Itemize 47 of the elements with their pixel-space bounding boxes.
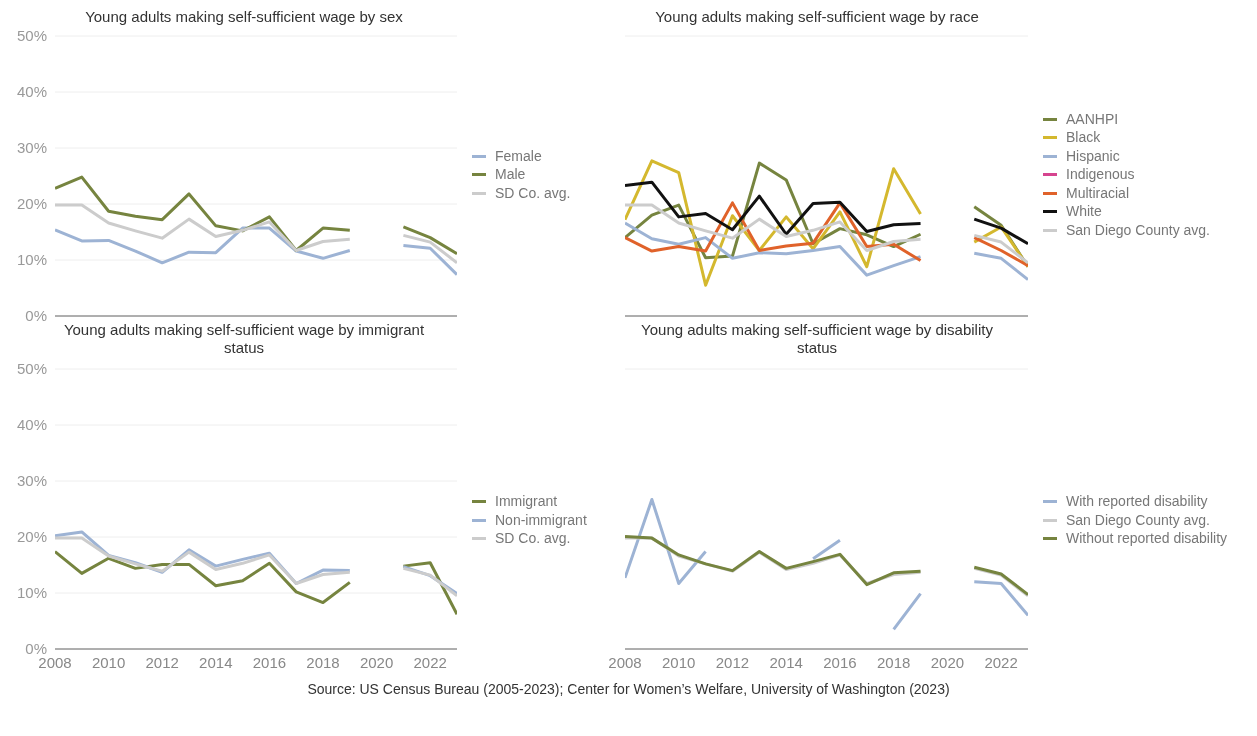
x-tick-label: 2022 [984, 653, 1018, 671]
x-tick-label: 2010 [662, 653, 696, 671]
x-tick-label: 2012 [715, 653, 750, 671]
x-tick-label: 2020 [930, 653, 965, 671]
y-tick-label: 50% [16, 360, 47, 378]
legend-label: Indigenous [1066, 165, 1135, 184]
legend-label: Non-immigrant [495, 510, 587, 530]
x-tick-label: 2014 [769, 653, 803, 671]
legend-label: San Diego County avg. [1066, 510, 1210, 530]
y-tick-label: 10% [16, 584, 47, 602]
x-tick-label: 2008 [608, 653, 642, 671]
x-tick-label: 2012 [145, 653, 179, 671]
y-tick-label: 40% [16, 83, 47, 101]
chart-title: Young adults making self-sufficient wage by race [654, 8, 980, 26]
x-tick-label: 2020 [359, 653, 394, 671]
chart-title: Young adults making self-sufficient wage by disability status [640, 321, 994, 357]
y-tick-label: 40% [16, 416, 47, 434]
x-tick-label: 2016 [823, 653, 857, 671]
x-tick-label: 2018 [876, 653, 911, 671]
legend-label: Multiracial [1066, 183, 1130, 203]
chart-title: Young adults making self-sufficient wage by immigrant status [62, 321, 426, 357]
legend-label: Female [495, 146, 542, 166]
source-note: Source: US Census Bureau (2005-2023); Center for Women’s Welfare, University of Washington (2023) [306, 681, 951, 697]
x-tick-label: 2016 [252, 653, 287, 671]
y-tick-label: 50% [16, 27, 47, 45]
legend-label: Without reported disability [1066, 529, 1228, 548]
x-tick-label: 2022 [413, 653, 447, 671]
legend-label: San Diego County avg. [1066, 220, 1210, 240]
legend-label: Black [1066, 128, 1101, 147]
legend-label: With reported disability [1066, 492, 1208, 511]
chart-title: Young adults making self-sufficient wage by sex [84, 8, 404, 26]
y-tick-label: 30% [16, 472, 47, 490]
legend-label: SD Co. avg. [495, 183, 571, 203]
x-tick-label: 2010 [91, 653, 126, 671]
x-tick-label: 2014 [199, 653, 233, 671]
legend-label: AANHPI [1066, 109, 1119, 129]
x-tick-label: 2018 [306, 653, 340, 671]
legend-label: Male [495, 165, 526, 184]
legend-label: White [1066, 202, 1102, 221]
y-tick-label: 10% [16, 251, 47, 269]
y-tick-label: 20% [16, 528, 47, 546]
y-tick-label: 0% [25, 307, 47, 325]
y-tick-label: 30% [16, 139, 47, 157]
legend-label: SD Co. avg. [495, 529, 571, 548]
legend-label: Immigrant [495, 492, 558, 511]
y-tick-label: 20% [16, 195, 47, 213]
legend-label: Hispanic [1066, 146, 1120, 166]
